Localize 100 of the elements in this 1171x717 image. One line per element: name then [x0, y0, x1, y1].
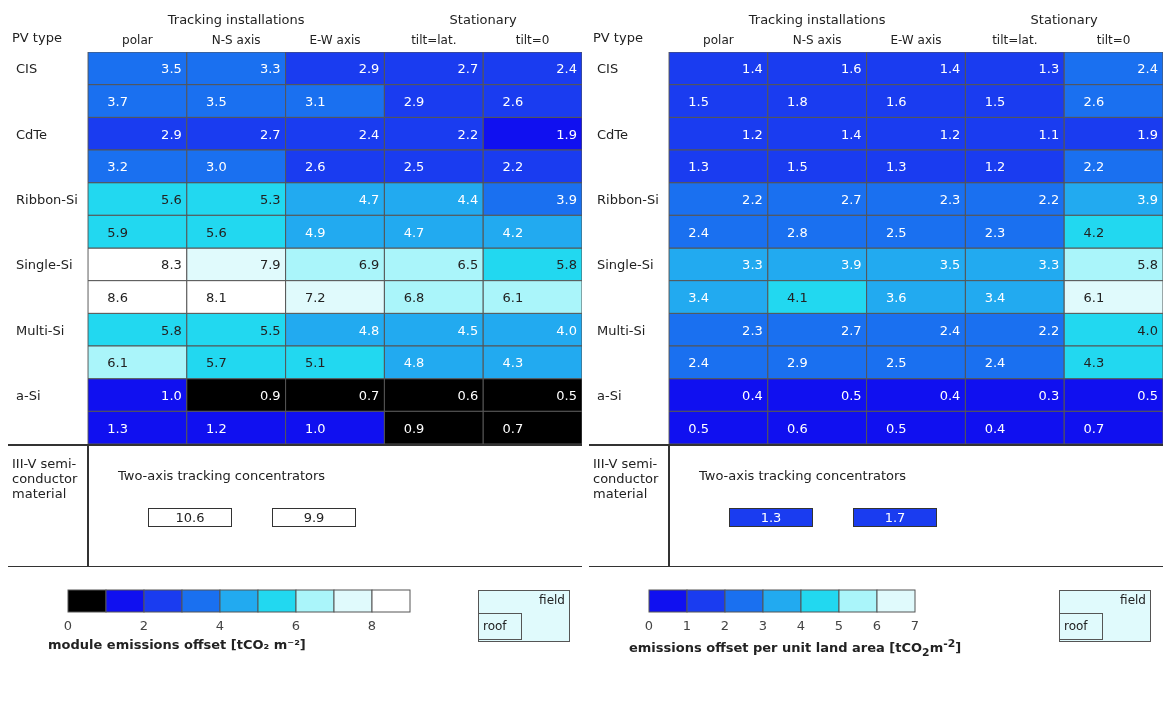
data-label: 6.1 [502, 290, 524, 305]
data-label: 1.9 [1137, 126, 1158, 142]
color-bar-label: 1 [682, 618, 692, 633]
x-tick-label: polar [703, 33, 734, 47]
color-bar-label: 0 [63, 618, 73, 633]
data-label: 6.9 [358, 257, 380, 273]
data-label: 5.1 [304, 355, 326, 371]
x-tick-label: tilt=lat. [992, 33, 1038, 47]
color-bar-label: 3 [758, 618, 768, 633]
data-label: 1.5 [688, 94, 709, 109]
color-bar-label: 6 [872, 618, 882, 633]
data-label: 1.1 [1038, 126, 1060, 142]
data-label: 4.3 [1083, 355, 1105, 371]
data-label: 2.9 [161, 126, 182, 142]
data-label: 0.9 [403, 420, 425, 436]
data-label: 3.4 [984, 290, 1006, 305]
y-tick-label: Single-Si [16, 257, 73, 273]
data-label: 1.9 [556, 126, 577, 142]
data-label: 4.0 [556, 322, 577, 338]
data-label: 5.5 [259, 322, 281, 338]
text: III-V semi-conductor material [12, 456, 79, 501]
data-label: 3.6 [885, 290, 907, 305]
text: Tracking installations [166, 12, 306, 27]
y-tick-label: CdTe [597, 126, 629, 142]
data-label: 1.3 [1038, 61, 1060, 77]
data-label: 1.0 [161, 388, 182, 403]
data-label: 2.9 [403, 94, 425, 109]
data-label: 3.0 [206, 159, 227, 175]
data-label: 2.6 [1083, 94, 1105, 109]
color-bar-title: module emissions offset [tCO₂ m⁻²] [48, 637, 307, 652]
y-tick-label: Ribbon-Si [597, 192, 659, 207]
data-label: 4.2 [502, 224, 524, 240]
color-bar-label: 4 [215, 618, 225, 633]
y-tick-label: Multi-Si [597, 322, 646, 338]
data-label: 4.3 [502, 355, 524, 371]
data-label: 5.8 [1137, 257, 1158, 273]
data-label: 1.2 [984, 159, 1006, 175]
data-label: 7.9 [259, 257, 281, 273]
data-label: 0.7 [358, 388, 380, 403]
data-label: 2.7 [457, 61, 479, 77]
text: Stationary [448, 12, 518, 27]
data-label: 0.7 [1083, 420, 1105, 436]
data-label: 2.4 [688, 224, 709, 240]
data-label: 0.9 [259, 388, 281, 403]
data-label: 2.2 [1038, 192, 1060, 207]
x-tick-label: E-W axis [309, 33, 361, 47]
color-bar-label: 2 [139, 618, 149, 633]
data-label: 0.4 [742, 388, 763, 403]
data-label: 6.8 [403, 290, 425, 305]
x-tick-label: tilt=0 [1096, 33, 1131, 47]
data-label: 2.2 [457, 126, 479, 142]
data-label: 2.4 [556, 61, 577, 77]
data-label: 8.1 [206, 290, 227, 305]
data-label: 4.9 [304, 224, 326, 240]
x-tick-label: tilt=0 [515, 33, 550, 47]
data-label: 0.6 [787, 420, 808, 436]
data-label: 1.5 [787, 159, 808, 175]
y-tick-label: CdTe [16, 126, 48, 142]
data-label: 3.9 [1137, 192, 1158, 207]
data-label: 5.8 [556, 257, 577, 273]
data-label: 2.2 [502, 159, 524, 175]
data-label: 8.3 [161, 257, 182, 273]
data-label: 3.4 [688, 290, 709, 305]
data-label: 0.7 [502, 420, 524, 436]
data-label: 3.3 [1038, 257, 1060, 273]
data-label: 1.0 [304, 420, 326, 436]
data-label: 3.2 [107, 159, 128, 175]
key-box: field roof [1059, 590, 1151, 642]
data-label: 2.4 [984, 355, 1006, 371]
data-label: 2.5 [885, 355, 907, 371]
data-label: 4.7 [403, 224, 425, 240]
data-label: 1.3 [688, 159, 709, 175]
data-label: 1.2 [206, 420, 227, 436]
data-label: 1.4 [939, 61, 961, 77]
data-label: 2.4 [939, 322, 961, 338]
data-label: 0.6 [457, 388, 479, 403]
color-bar-label: 7 [910, 618, 920, 633]
data-label: 3.3 [259, 61, 281, 77]
data-label: 2.4 [688, 355, 709, 371]
text: Tracking installations [747, 12, 887, 27]
text: Two-axis tracking concentrators [118, 468, 326, 483]
data-label: 3.1 [304, 94, 326, 109]
data-label: 5.6 [161, 192, 182, 207]
data-label: 1.2 [742, 126, 763, 142]
data-label: 3.5 [939, 257, 961, 273]
key-box: field roof [478, 590, 570, 642]
data-label: 6.1 [107, 355, 128, 371]
data-label: 3.5 [206, 94, 227, 109]
text: PV type [593, 30, 643, 45]
data-label: 7.2 [304, 290, 326, 305]
data-label: 4.8 [358, 322, 380, 338]
data-label: 1.3 [107, 420, 128, 436]
data-label: 0.5 [688, 420, 709, 436]
data-label: 3.9 [840, 257, 862, 273]
data-label: 2.9 [787, 355, 808, 371]
text: 9.9 [272, 508, 356, 527]
data-label: 2.8 [787, 224, 808, 240]
data-label: 4.8 [403, 355, 425, 371]
y-tick-label: Multi-Si [16, 322, 65, 338]
data-label: 2.3 [939, 192, 961, 207]
